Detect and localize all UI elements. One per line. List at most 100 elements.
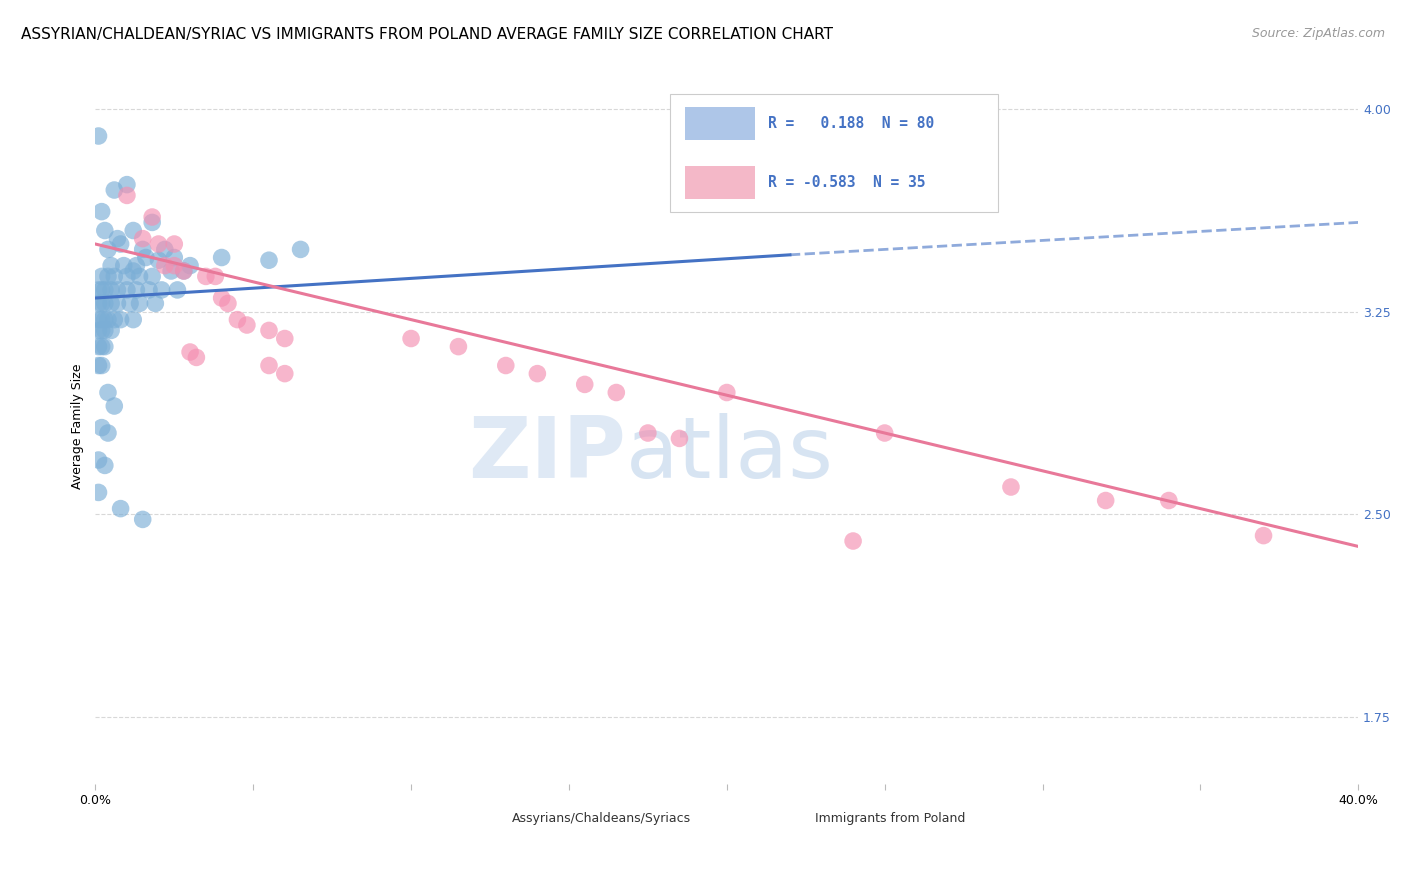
Point xyxy=(103,183,125,197)
Text: ASSYRIAN/CHALDEAN/SYRIAC VS IMMIGRANTS FROM POLAND AVERAGE FAMILY SIZE CORRELATI: ASSYRIAN/CHALDEAN/SYRIAC VS IMMIGRANTS F… xyxy=(21,27,834,42)
Point xyxy=(110,312,132,326)
Point xyxy=(148,237,170,252)
Text: Assyrians/Chaldeans/Syriacs: Assyrians/Chaldeans/Syriacs xyxy=(512,812,692,825)
Point xyxy=(526,367,548,381)
Point xyxy=(153,243,176,257)
Point xyxy=(173,264,195,278)
Point xyxy=(87,485,110,500)
Point xyxy=(204,269,226,284)
Point xyxy=(447,340,470,354)
Point xyxy=(87,296,110,310)
Point xyxy=(97,385,120,400)
Point xyxy=(94,312,117,326)
Point xyxy=(94,323,117,337)
Point xyxy=(163,251,186,265)
Point xyxy=(217,296,239,310)
Point xyxy=(87,323,110,337)
Point xyxy=(605,385,627,400)
Point xyxy=(107,283,129,297)
Point xyxy=(179,259,201,273)
Point xyxy=(115,188,138,202)
Point xyxy=(107,232,129,246)
Point xyxy=(132,512,155,526)
Point xyxy=(716,385,738,400)
Point xyxy=(90,420,112,434)
Point xyxy=(1094,493,1116,508)
Point xyxy=(132,232,155,246)
Point xyxy=(125,283,148,297)
Point xyxy=(97,269,120,284)
Point xyxy=(495,359,517,373)
Point xyxy=(141,210,163,224)
Point xyxy=(100,283,122,297)
FancyBboxPatch shape xyxy=(783,808,808,829)
Point xyxy=(94,283,117,297)
Point xyxy=(236,318,259,332)
Point xyxy=(90,323,112,337)
Text: atlas: atlas xyxy=(626,413,834,496)
Point xyxy=(115,178,138,192)
Point xyxy=(274,367,297,381)
Point xyxy=(97,243,120,257)
Point xyxy=(120,296,142,310)
Point xyxy=(107,296,129,310)
FancyBboxPatch shape xyxy=(685,107,755,140)
Point xyxy=(90,359,112,373)
Point xyxy=(94,340,117,354)
Text: R = -0.583  N = 35: R = -0.583 N = 35 xyxy=(769,175,927,190)
Point xyxy=(173,264,195,278)
Point xyxy=(90,296,112,310)
Point xyxy=(668,431,690,445)
Point xyxy=(94,296,117,310)
Point xyxy=(122,264,145,278)
Point xyxy=(163,237,186,252)
Point xyxy=(166,283,188,297)
Y-axis label: Average Family Size: Average Family Size xyxy=(72,364,84,489)
Point xyxy=(90,204,112,219)
Point xyxy=(574,377,596,392)
Point xyxy=(90,269,112,284)
Point xyxy=(194,269,217,284)
Point xyxy=(128,269,150,284)
Point xyxy=(141,215,163,229)
Text: ZIP: ZIP xyxy=(468,413,626,496)
Point xyxy=(141,269,163,284)
Point xyxy=(103,312,125,326)
Point xyxy=(1157,493,1180,508)
Point xyxy=(97,425,120,440)
Point xyxy=(148,253,170,268)
Point xyxy=(1253,528,1275,542)
Point xyxy=(94,458,117,473)
Point xyxy=(90,312,112,326)
Point xyxy=(87,128,110,143)
Point xyxy=(112,259,135,273)
Point xyxy=(163,259,186,273)
Point xyxy=(90,340,112,354)
Point xyxy=(110,237,132,252)
FancyBboxPatch shape xyxy=(481,808,506,829)
Point xyxy=(103,269,125,284)
Point xyxy=(128,296,150,310)
Point xyxy=(87,283,110,297)
Point xyxy=(100,259,122,273)
Point xyxy=(257,253,280,268)
Point xyxy=(97,312,120,326)
Point xyxy=(125,259,148,273)
Point xyxy=(274,332,297,346)
Point xyxy=(160,264,183,278)
Point xyxy=(143,296,166,310)
Point xyxy=(842,534,865,549)
Point xyxy=(115,283,138,297)
Point xyxy=(122,312,145,326)
Point xyxy=(132,243,155,257)
Point xyxy=(100,323,122,337)
Point xyxy=(873,425,896,440)
Point xyxy=(103,399,125,413)
Point xyxy=(290,243,312,257)
Point xyxy=(110,501,132,516)
Point xyxy=(186,351,208,365)
Point xyxy=(153,259,176,273)
Point xyxy=(87,359,110,373)
Point xyxy=(1000,480,1022,494)
Point xyxy=(87,312,110,326)
